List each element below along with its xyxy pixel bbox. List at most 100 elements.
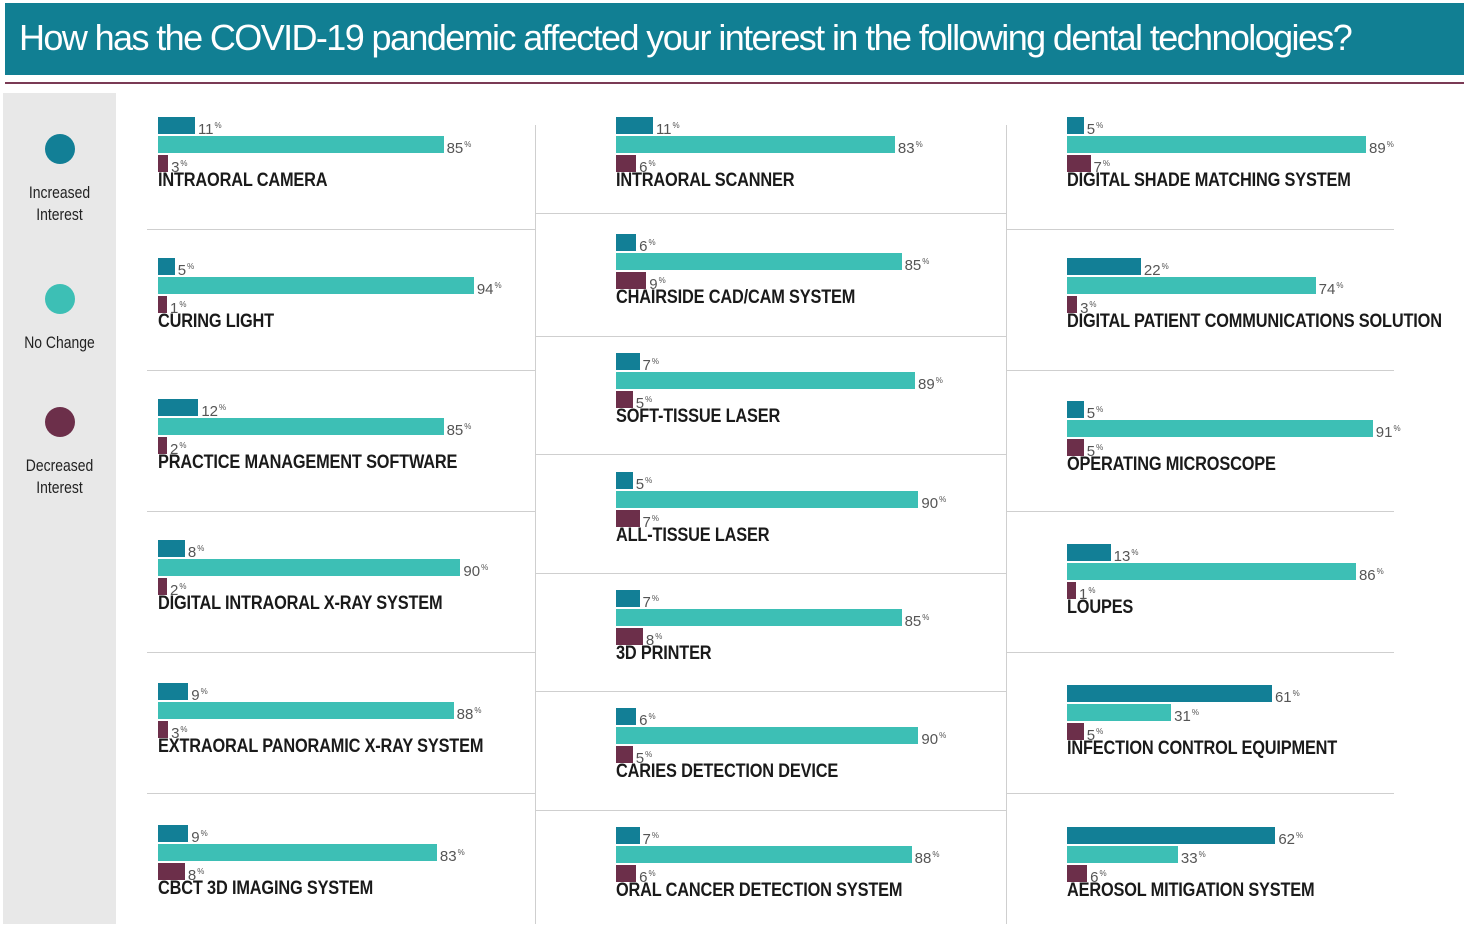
bar-increased [158,117,195,134]
tech-label: LOUPES [1067,597,1134,618]
bar-no-change [1067,704,1172,721]
value-label-no-change: 88% [914,850,940,867]
bar-increased [616,117,653,134]
bar-decreased [616,510,640,527]
tech-panel: 22% 74% 3% DIGITAL PATIENT COMMUNICATIONS S… [1067,258,1469,358]
value-label-decreased: 5% [635,750,653,767]
legend-label-increased-1: Increased [28,183,91,202]
tech-panel: 5% 89% 7% DIGITAL SHADE MATCHING SYSTEM [1067,117,1469,217]
value-label-increased: 12% [201,403,227,420]
tech-panel: 9% 88% 3% EXTRAORAL PANORAMIC X-RAY SYSTEM [158,683,578,783]
value-label-increased: 13% [1113,548,1139,565]
title-bar: How has the COVID-19 pandemic affected y… [5,3,1464,75]
value-label-no-change: 83% [439,848,465,865]
value-label-no-change: 94% [476,281,502,298]
tech-panel: 61% 31% 5% INFECTION CONTROL EQUIPMENT [1067,685,1469,785]
value-label-increased: 11% [197,121,222,138]
legend-label-increased-2: Interest [36,205,83,224]
bar-no-change [158,418,444,435]
bar-decreased [158,863,185,880]
bar-increased [1067,827,1276,844]
bar-decreased [158,578,167,595]
bar-increased [158,399,199,416]
bar-no-change [616,136,895,153]
value-label-no-change: 85% [446,422,472,439]
value-label-no-change: 31% [1174,708,1199,725]
tech-label: INFECTION CONTROL EQUIPMENT [1067,738,1338,759]
increased-dot-icon [45,134,75,164]
tech-panel: 11% 85% 3% INTRAORAL CAMERA [158,117,578,217]
separator-line [147,793,535,794]
legend-label-no-change: No Change [24,333,95,352]
bar-decreased [1067,865,1088,882]
tech-panel: 7% 85% 8% 3D PRINTER [616,590,1036,690]
separator-line [535,454,1006,455]
bar-no-change [1067,136,1367,153]
value-label-decreased: 2% [170,582,187,599]
bar-increased [158,683,189,700]
value-label-decreased: 5% [1086,727,1104,744]
tech-panel: 62% 33% 6% AEROSOL MITIGATION SYSTEM [1067,827,1469,927]
value-label-increased: 5% [1086,121,1104,138]
value-label-no-change: 90% [921,495,947,512]
value-label-decreased: 5% [635,395,653,412]
bar-increased [616,827,640,844]
value-label-decreased: 3% [171,725,188,742]
decreased-dot-icon [45,407,75,437]
value-label-decreased: 1% [170,300,187,317]
tech-label: DIGITAL PATIENT COMMUNICATIONS SOLUTION [1067,311,1442,332]
legend: Increased Interest No Change Decreased I… [3,93,116,924]
bar-no-change [616,609,902,626]
value-label-no-change: 91% [1375,424,1401,441]
value-label-increased: 6% [639,238,656,255]
separator-line [535,573,1006,574]
value-label-increased: 61% [1274,689,1300,706]
value-label-decreased: 8% [187,867,205,884]
bar-no-change [158,277,474,294]
value-label-decreased: 2% [170,441,187,458]
bar-decreased [1067,296,1078,313]
tech-label: AEROSOL MITIGATION SYSTEM [1067,880,1315,901]
tech-label: CHAIRSIDE CAD/CAM SYSTEM [616,287,856,308]
bar-increased [616,472,633,489]
tech-panel: 5% 91% 5% OPERATING MICROSCOPE [1067,401,1469,501]
tech-label: 3D PRINTER [616,643,712,664]
legend-label-decreased-2: Interest [36,478,83,497]
separator-line [1006,652,1394,653]
value-label-decreased: 9% [649,276,666,293]
value-label-no-change: 33% [1180,850,1206,867]
bar-increased [158,540,185,557]
tech-label: DIGITAL SHADE MATCHING SYSTEM [1067,170,1351,191]
value-label-increased: 5% [177,262,195,279]
bar-no-change [616,253,902,270]
tech-label: EXTRAORAL PANORAMIC X-RAY SYSTEM [158,736,484,757]
tech-label: OPERATING MICROSCOPE [1067,454,1276,475]
separator-line [147,652,535,653]
value-label-no-change: 90% [921,731,947,748]
tech-label: ALL-TISSUE LASER [616,525,770,546]
value-label-no-change: 86% [1358,567,1384,584]
separator-line [535,213,1006,214]
tech-panel: 6% 85% 9% CHAIRSIDE CAD/CAM SYSTEM [616,234,1036,334]
value-label-decreased: 1% [1079,586,1096,603]
tech-panel: 5% 90% 7% ALL-TISSUE LASER [616,472,1036,572]
value-label-no-change: 90% [463,563,489,580]
value-label-decreased: 8% [645,632,663,649]
tech-label: CBCT 3D IMAGING SYSTEM [158,878,374,899]
separator-line [1006,793,1394,794]
bar-increased [158,258,175,275]
separator-line [1006,229,1394,230]
tech-label: DIGITAL INTRAORAL X-RAY SYSTEM [158,593,443,614]
tech-panel: 13% 86% 1% LOUPES [1067,544,1469,644]
bar-increased [1067,544,1111,561]
bar-decreased [616,628,643,645]
value-label-increased: 9% [191,687,208,704]
bar-increased [1067,685,1272,702]
bar-increased [616,353,640,370]
value-label-no-change: 89% [918,376,943,393]
separator-line [1006,370,1394,371]
separator-line [535,691,1006,692]
bar-increased [1067,258,1141,275]
bar-decreased [158,296,167,313]
bar-no-change [1067,277,1316,294]
